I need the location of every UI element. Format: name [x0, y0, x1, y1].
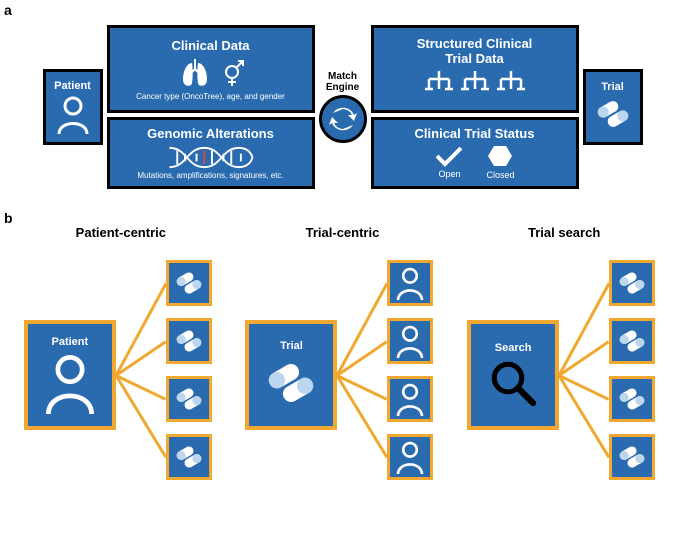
small-box [166, 318, 212, 364]
tri-body: Patient [16, 250, 226, 510]
structured-box: Structured Clinical Trial Data [371, 25, 579, 113]
small-box [609, 260, 655, 306]
link-line [558, 282, 611, 375]
small-box [609, 434, 655, 480]
sync-icon [328, 104, 358, 134]
tri-title: Trial-centric [306, 225, 380, 240]
small-box [166, 376, 212, 422]
big-box: Trial [245, 320, 337, 430]
match-circle [319, 95, 367, 143]
panel-b: Patient-centricPatientTrial-centricTrial… [0, 225, 685, 510]
pills-icon [594, 95, 632, 133]
big-box: Search [467, 320, 559, 430]
panel-b-label: b [4, 210, 13, 226]
patient-label: Patient [54, 80, 91, 92]
clinical-data-sub: Cancer type (OncoTree), age, and gender [136, 92, 285, 101]
lungs-icon [177, 59, 213, 89]
tree-icons [425, 69, 525, 101]
match-engine: MatchEngine [319, 71, 367, 143]
trial-label: Trial [601, 81, 624, 93]
closed-label: Closed [486, 170, 514, 180]
small-box [387, 434, 433, 480]
right-mid-col: Structured Clinical Trial Data Clinical … [371, 25, 579, 189]
small-box [609, 376, 655, 422]
status-title: Clinical Trial Status [415, 126, 535, 141]
status-box: Clinical Trial Status Open Closed [371, 117, 579, 189]
hexagon-icon [487, 144, 513, 168]
tri-title: Trial search [528, 225, 600, 240]
trial-box: Trial [583, 69, 643, 145]
panel-a-label: a [4, 2, 12, 18]
check-icon [434, 145, 464, 167]
status-closed: Closed [486, 144, 514, 180]
small-box [609, 318, 655, 364]
link-line [115, 282, 168, 375]
tri-col-1: Trial-centric Trial [237, 225, 447, 510]
structured-t2: Trial Data [445, 51, 504, 66]
small-box [166, 260, 212, 306]
match-l1: Match [328, 71, 357, 82]
big-box-label: Search [495, 342, 532, 354]
panel-a: Patient Clinical Data [0, 25, 685, 189]
tri-col-2: Trial search Search [459, 225, 669, 510]
small-box [387, 318, 433, 364]
big-box-label: Patient [51, 336, 88, 348]
tri-body: Search [459, 250, 669, 510]
big-box: Patient [24, 320, 116, 430]
tri-title: Patient-centric [76, 225, 166, 240]
match-l2: Engine [326, 82, 359, 93]
small-box [387, 376, 433, 422]
genomic-sub: Mutations, amplifications, signatures, e… [137, 171, 283, 180]
tri-col-0: Patient-centric Patient [16, 225, 226, 510]
person-icon [56, 94, 90, 134]
open-label: Open [438, 169, 460, 179]
structured-t1: Structured Clinical [417, 36, 533, 51]
status-open: Open [434, 145, 464, 179]
link-line [336, 282, 389, 375]
dna-icon [166, 144, 256, 171]
clinical-data-box: Clinical Data [107, 25, 315, 113]
left-mid-col: Clinical Data [107, 25, 315, 189]
gender-icon [223, 60, 245, 88]
small-box [166, 434, 212, 480]
big-box-label: Trial [280, 340, 303, 352]
clinical-data-title: Clinical Data [171, 38, 249, 53]
genomic-title: Genomic Alterations [147, 126, 274, 141]
patient-box: Patient [43, 69, 103, 145]
genomic-box: Genomic Alterations Mutations, amplifica… [107, 117, 315, 189]
small-box [387, 260, 433, 306]
tri-body: Trial [237, 250, 447, 510]
